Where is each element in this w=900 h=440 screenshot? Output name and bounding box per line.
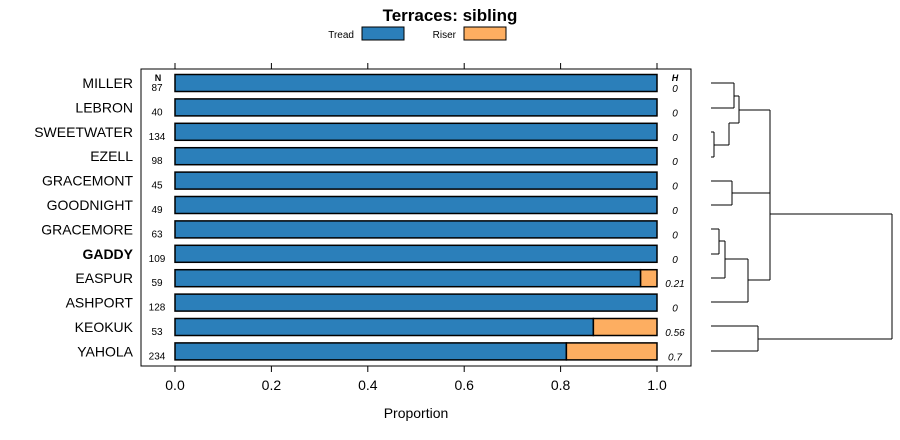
row-label: SWEETWATER [34, 124, 133, 140]
row-n-value: 109 [149, 254, 166, 265]
row-label: GRACEMORE [41, 221, 133, 237]
row-label: LEBRON [75, 99, 133, 115]
row-label: GADDY [82, 246, 133, 262]
row-h-value: 0 [672, 230, 678, 241]
bar-riser [639, 268, 658, 288]
row-h-value: 0 [672, 108, 678, 119]
x-tick-label: 0.2 [262, 377, 282, 393]
bar-tread [174, 146, 658, 166]
row-label: EZELL [90, 148, 133, 164]
legend-label-tread: Tread [328, 30, 354, 41]
bar-rows: MILLER 87 0 LEBRON 40 0 SWEETWATER 134 0 EZELL 98 0… [34, 73, 685, 363]
row-label: GOODNIGHT [47, 197, 134, 213]
bar-tread [174, 293, 658, 312]
bar-tread [174, 268, 642, 288]
bar-tread [174, 122, 658, 142]
row-h-value: 0 [672, 255, 678, 266]
x-axis: 0.0 0.2 0.4 0.6 0.8 1.0 [165, 63, 667, 393]
bar-tread [174, 73, 658, 93]
bar-riser [592, 317, 658, 337]
legend-swatch-riser [463, 26, 507, 41]
n-column-header: N [155, 73, 162, 83]
bar-riser [565, 342, 658, 361]
x-tick-label: 0.0 [165, 377, 185, 393]
plot-frame [140, 68, 692, 367]
bar-tread [174, 171, 658, 190]
row-h-value: 0.7 [668, 352, 682, 363]
x-tick-label: 0.8 [551, 377, 571, 393]
row-label: YAHOLA [77, 343, 133, 359]
bar-tread [174, 220, 658, 239]
row-n-value: 53 [151, 327, 163, 338]
row-n-value: 87 [151, 83, 163, 94]
bar-tread [174, 98, 658, 117]
row-h-value: 0 [672, 304, 678, 315]
row-n-value: 234 [149, 351, 166, 362]
bar-tread [174, 195, 658, 215]
row-h-value: 0 [672, 182, 678, 193]
legend-label-riser: Riser [433, 30, 457, 41]
dendrogram-branches [711, 82, 893, 352]
h-column-header: H [672, 73, 679, 83]
row-label: KEOKUK [75, 319, 134, 335]
row-h-value: 0 [672, 84, 678, 95]
x-axis-label: Proportion [384, 405, 449, 421]
row-n-value: 49 [151, 205, 163, 216]
row-n-value: 128 [149, 303, 166, 314]
row-n-value: 134 [149, 132, 166, 143]
row-label: MILLER [82, 75, 133, 91]
row-label: GRACEMONT [42, 173, 133, 189]
x-tick-label: 0.6 [454, 377, 474, 393]
row-n-value: 45 [151, 181, 163, 192]
bar-tread [174, 342, 568, 361]
row-label: ASHPORT [66, 295, 134, 311]
row-h-value: 0.21 [665, 279, 684, 290]
row-h-value: 0 [672, 157, 678, 168]
x-tick-label: 0.4 [358, 377, 378, 393]
row-h-value: 0 [672, 133, 678, 144]
bar-tread [174, 317, 595, 337]
bar-tread [174, 244, 658, 264]
row-n-value: 40 [151, 107, 163, 118]
chart-title: Terraces: sibling [383, 6, 518, 25]
row-h-value: 0.56 [665, 328, 685, 339]
x-tick-label: 1.0 [647, 377, 667, 393]
legend-swatch-tread [361, 26, 405, 41]
row-h-value: 0 [672, 206, 678, 217]
row-n-value: 63 [151, 229, 163, 240]
dendrogram [711, 82, 893, 352]
row-n-value: 98 [151, 156, 163, 167]
row-label: EASPUR [75, 270, 133, 286]
legend: Tread Riser [328, 26, 507, 41]
row-n-value: 59 [151, 278, 163, 289]
